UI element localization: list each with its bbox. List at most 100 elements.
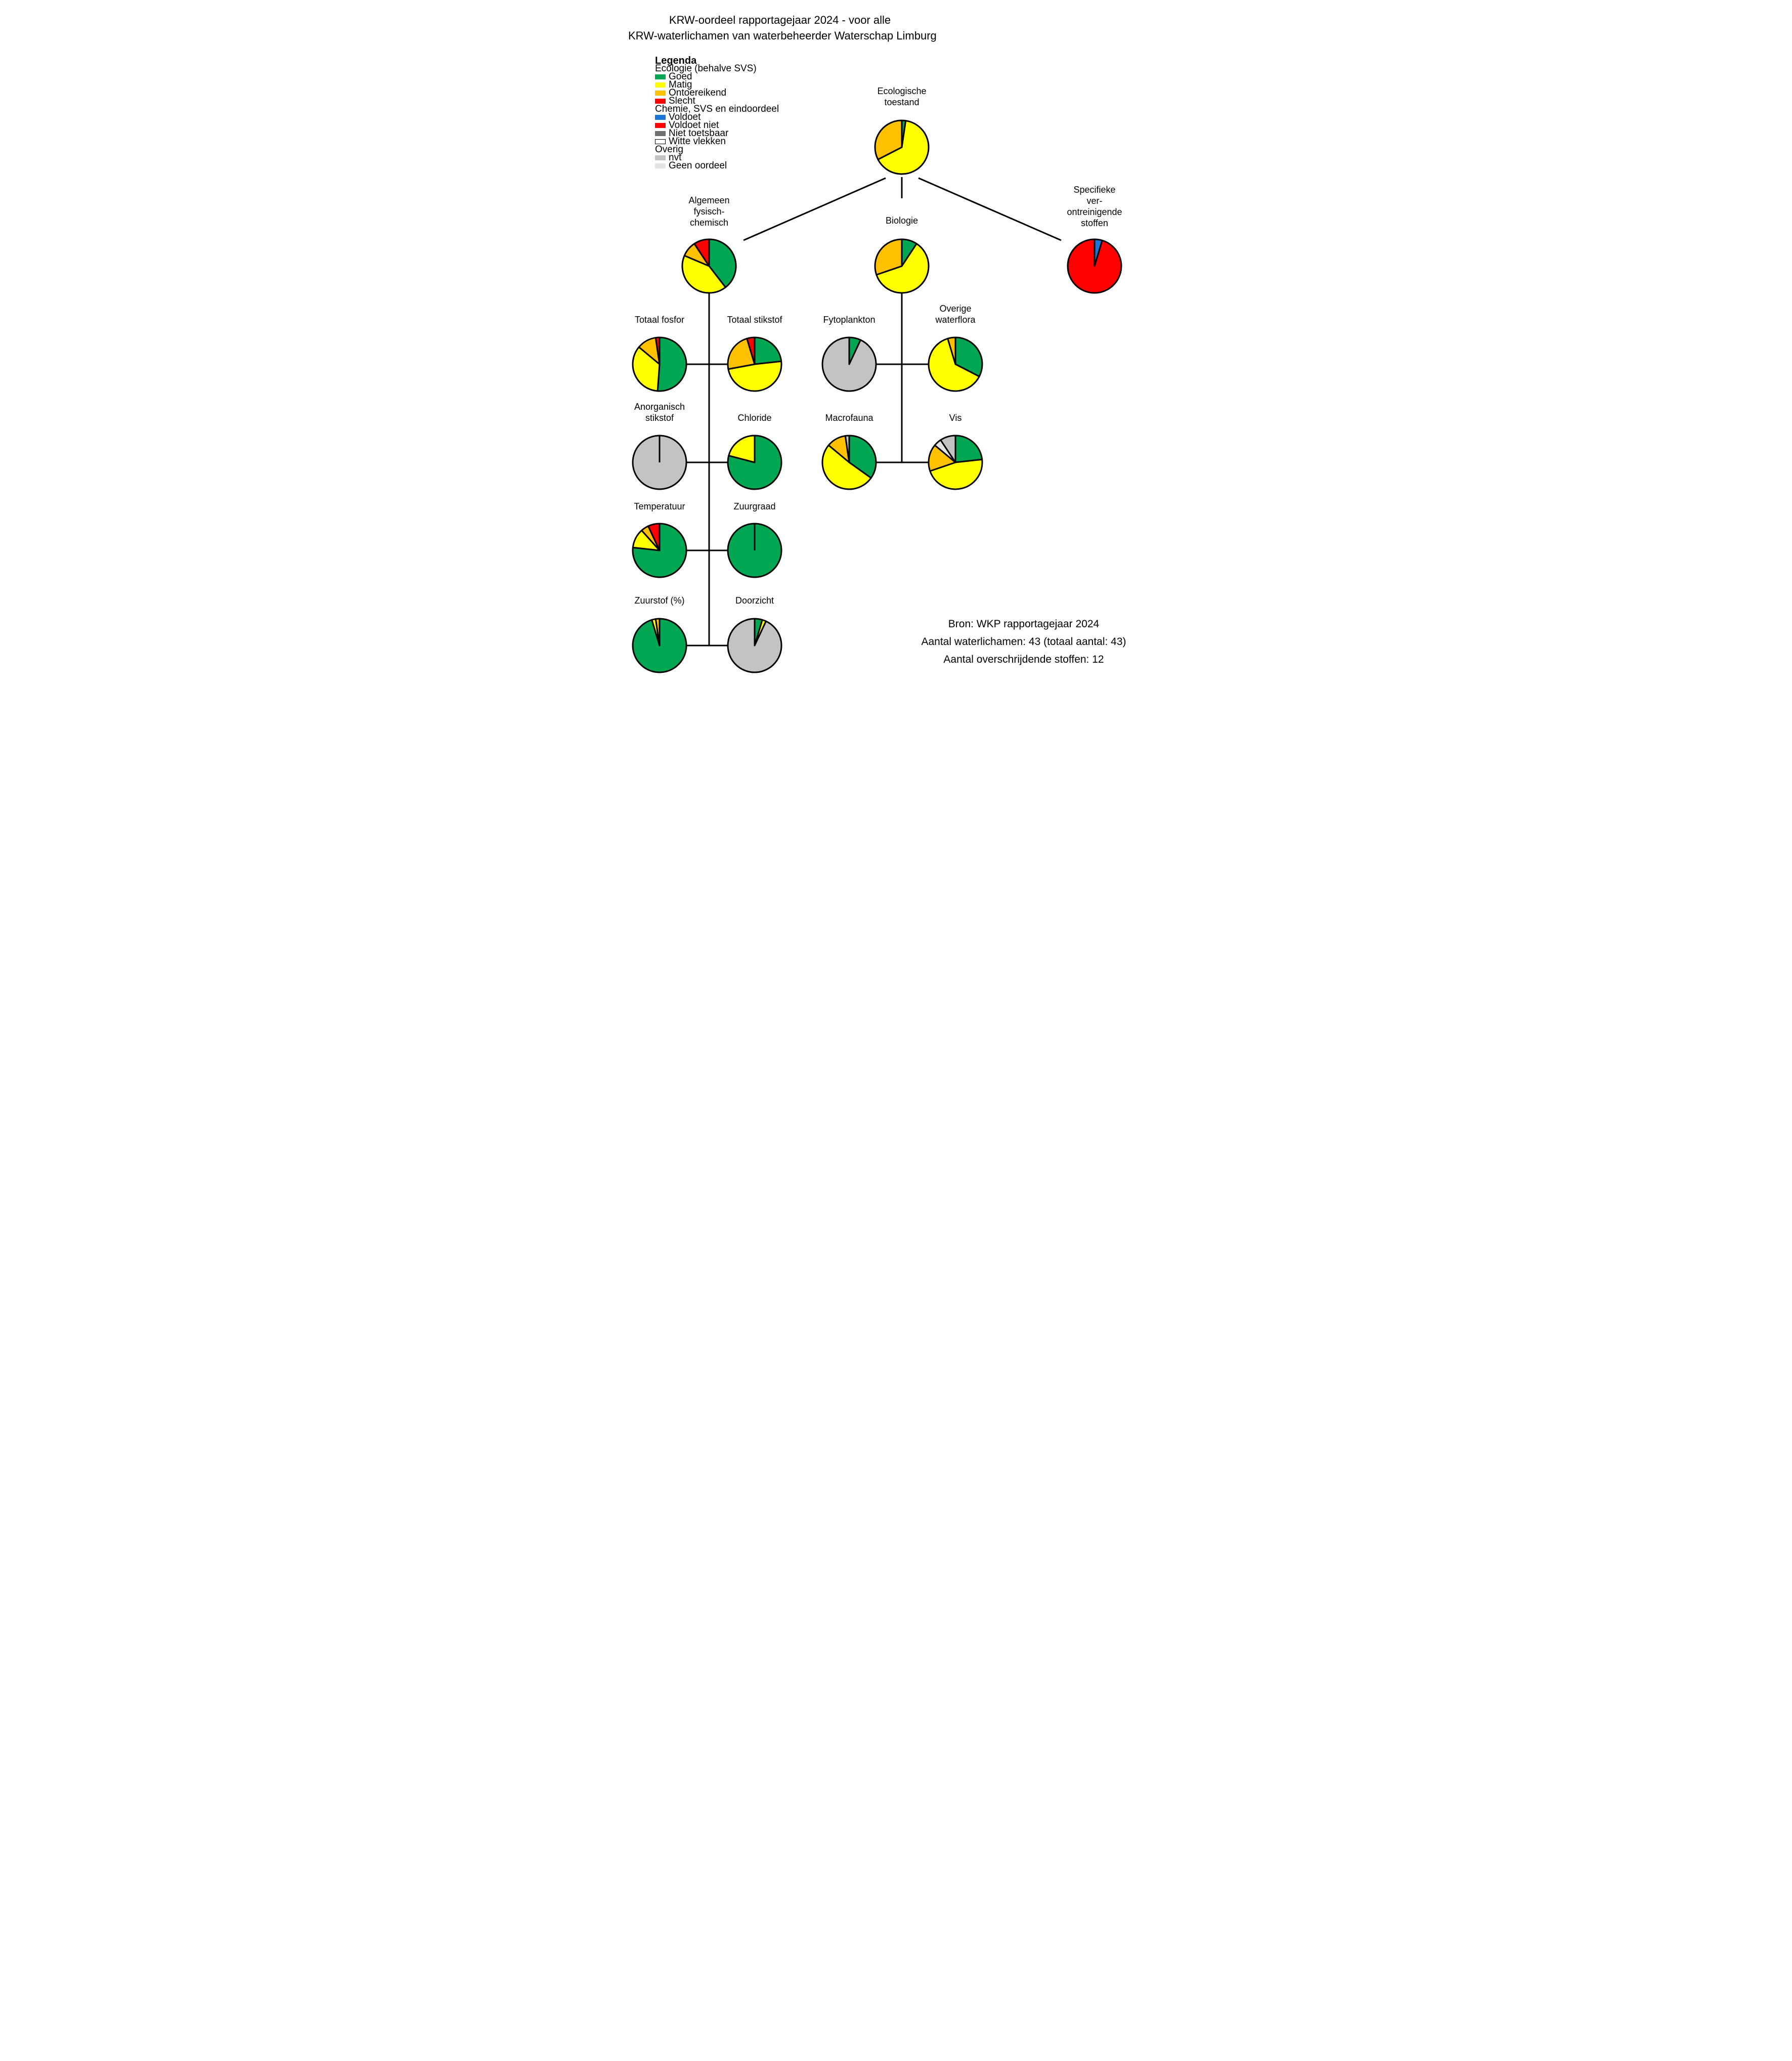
totaal-fosfor-label: Totaal fosfor [634,315,685,325]
ecologische-toestand-pie [874,119,930,175]
macrofauna-slice-goed [848,435,877,479]
nvt-color-swatch-icon [655,155,666,160]
legend-group-ecologie-behalve-svs-: Ecologie (behalve SVS) [655,63,757,74]
legend-item-label: Niet toetsbaar [669,128,729,139]
page-title-line1: KRW-oordeel rapportagejaar 2024 - voor a… [669,14,891,26]
totaal-stikstof-slice-slecht [746,336,756,365]
specifieke-verontreinigende-stoffen-slice-voldoet-niet [1067,238,1122,294]
doorzicht-label: Doorzicht [735,595,774,606]
chloride-pie [727,435,782,490]
algemeen-fysisch-chemisch-label: Algemeen fysisch- chemisch [688,195,730,228]
macrofauna-pie [821,435,877,490]
voldoet-color-swatch-icon [655,115,666,120]
overige-waterflora-slice-goed [954,336,983,377]
zuurgraad-label: Zuurgraad [733,501,776,511]
matig-color-swatch-icon [655,82,666,88]
chloride-slice-matig [728,435,756,463]
totaal-stikstof-pie [727,336,782,392]
ecologische-toestand-label: Ecologische toestand [877,86,927,107]
waterbodies-count-line: Aantal waterlichamen: 43 (totaal aantal:… [921,636,1126,648]
legend-heading: Legenda [655,55,697,66]
geen-oordeel-color-swatch-icon [655,163,666,168]
legend-item-label: Goed [669,71,692,82]
fytoplankton-pie [821,336,877,392]
algemeen-fysisch-chemisch-slice-slecht [693,238,710,267]
biologie-pie [874,238,930,294]
legend-item-label: Geen oordeel [669,160,727,171]
fytoplankton-label: Fytoplankton [823,315,876,325]
vis-slice-goed [954,435,983,463]
legend-item-geen-oordeel: Geen oordeel [655,160,779,171]
doorzicht-pie [727,618,782,673]
totaal-fosfor-slice-matig [632,346,661,392]
ecologische-toestand-slice-ontoereikend [874,119,903,160]
legend-group-chemie-svs-en-eindoordeel: Chemie, SVS en eindoordeel [655,104,779,114]
legend-item-witte-vlekken: Witte vlekken [655,136,779,147]
pie-tree-diagram [632,119,1122,673]
zuurgraad-pie [727,523,782,578]
totaal-stikstof-label: Totaal stikstof [727,315,782,325]
legend-item-label: Witte vlekken [669,136,726,147]
algemeen-fysisch-chemisch-slice-goed [708,238,737,288]
zuurstof-pct-label: Zuurstof (%) [634,595,685,606]
temperatuur-label: Temperatuur [634,501,685,511]
slecht-color-swatch-icon [655,99,666,104]
legend-item-label: nvt [669,152,682,163]
page-title-line2: KRW-waterlichamen van waterbeheerder Wat… [628,29,937,42]
legend-item-niet-toetsbaar: Niet toetsbaar [655,128,779,139]
zuurstof-pct-slice-ontoereikend [654,618,661,647]
page-title: KRW-oordeel rapportagejaar 2024 - voor a… [628,12,937,44]
totaal-fosfor-pie [632,336,687,392]
algemeen-fysisch-chemisch-pie [681,238,737,294]
legend-item-voldoet-niet: Voldoet niet [655,120,779,131]
overige-waterflora-label: Overige waterflora [935,304,976,325]
legend-item-ontoereikend: Ontoereikend [655,88,779,98]
source-line: Bron: WKP rapportagejaar 2024 [948,618,1100,630]
source-note: Bron: WKP rapportagejaar 2024 Aantal wat… [897,615,1150,668]
temperatuur-slice-slecht [647,523,661,551]
overige-waterflora-slice-matig [928,337,980,392]
vis-label: Vis [949,413,962,423]
legend-item-voldoet: Voldoet [655,112,779,122]
legend-item-label: Slecht [669,96,695,106]
krw-pie-tree-page: KRW-oordeel rapportagejaar 2024 - voor a… [597,0,1195,687]
ecologische-toestand-slice-matig [877,120,930,175]
overige-waterflora-slice-ontoereikend [947,336,956,365]
legend-item-matig: Matig [655,79,779,90]
legend-item-label: Ontoereikend [669,88,727,98]
legend-item-nvt: nvt [655,152,779,163]
specifieke-verontreinigende-stoffen-pie [1067,238,1122,294]
doorzicht-slice-nvt [727,618,782,673]
zuurstof-pct-pie [632,618,687,673]
connector-line-0 [743,177,886,241]
totaal-stikstof-slice-goed [754,336,782,365]
overige-waterflora-pie [928,336,983,392]
macrofauna-slice-matig [821,444,872,490]
biologie-slice-matig [876,243,930,294]
legend-item-label: Voldoet [669,112,701,122]
vis-slice-nvt [940,435,956,463]
algemeen-fysisch-chemisch-slice-matig [681,254,726,294]
ontoereikend-color-swatch-icon [655,91,666,96]
biologie-label: Biologie [885,216,919,226]
chloride-label: Chloride [737,413,772,423]
totaal-stikstof-slice-matig [727,360,782,392]
connector-line-2 [918,177,1062,241]
anorganisch-stikstof-label: Anorganisch stikstof [634,402,685,423]
goed-color-swatch-icon [655,74,666,79]
voldoet-niet-color-swatch-icon [655,123,666,128]
legend-item-slecht: Slecht [655,96,779,106]
macrofauna-slice-nvt [844,435,850,463]
vis-pie [928,435,983,490]
legend-item-label: Voldoet niet [669,120,719,131]
totaal-stikstof-slice-ontoereikend [727,337,756,370]
macrofauna-label: Macrofauna [825,413,873,423]
legend: Legenda Ecologie (behalve SVS) Goed Matig On… [655,55,779,171]
temperatuur-pie [632,523,687,578]
totaal-fosfor-slice-slecht [654,336,661,365]
specifieke-verontreinigende-stoffen-label: Specifieke ver- ontreinigende stoffen [1067,185,1122,228]
witte-vlekken-color-swatch-icon [655,139,666,144]
exceeding-substances-line: Aantal overschrijdende stoffen: 12 [943,654,1104,665]
legend-group-overig: Overig [655,144,683,155]
legend-item-label: Matig [669,79,692,90]
